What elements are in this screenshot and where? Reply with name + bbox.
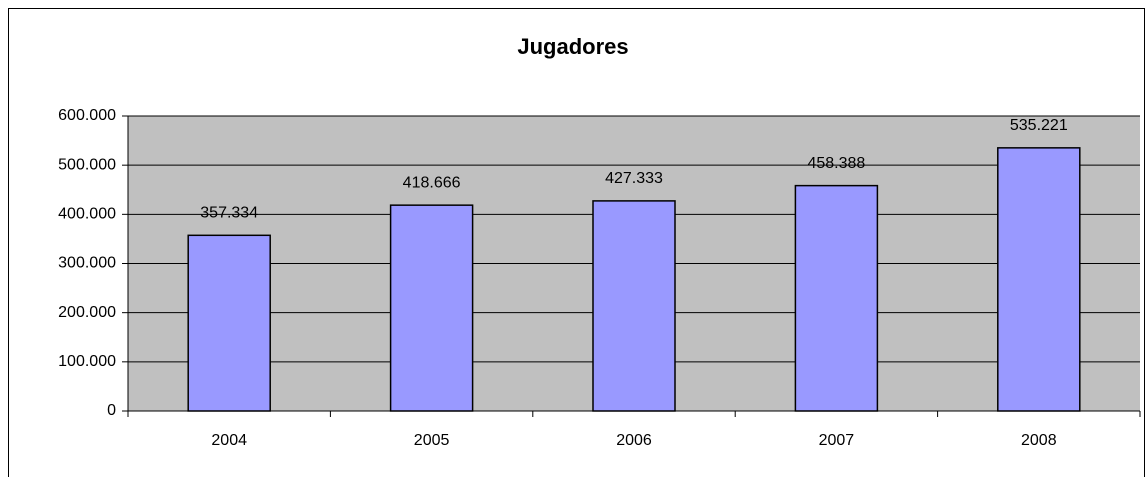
value-label: 458.388: [807, 155, 865, 172]
y-tick-label: 0: [107, 402, 116, 419]
y-tick-label: 400.000: [58, 206, 116, 223]
value-label: 418.666: [403, 174, 461, 191]
bar: [389, 204, 474, 412]
value-label: 535.221: [1010, 117, 1068, 134]
y-tick-label: 600.000: [58, 107, 116, 124]
bar: [997, 147, 1081, 412]
x-tick-label: 2006: [616, 432, 652, 449]
x-tick-label: 2008: [1021, 432, 1057, 449]
y-tick-label: 100.000: [58, 353, 116, 370]
x-tick-label: 2004: [211, 432, 247, 449]
value-label: 357.334: [200, 205, 258, 222]
x-tick-label: 2005: [414, 432, 450, 449]
value-label: 427.333: [605, 170, 663, 187]
bar: [187, 234, 271, 412]
bar: [592, 200, 676, 412]
x-tick-label: 2007: [819, 432, 855, 449]
y-tick-label: 500.000: [58, 156, 116, 173]
chart-title: Jugadores: [517, 34, 628, 59]
bar: [794, 184, 879, 412]
y-tick-label: 200.000: [58, 304, 116, 321]
y-tick-label: 300.000: [58, 255, 116, 272]
